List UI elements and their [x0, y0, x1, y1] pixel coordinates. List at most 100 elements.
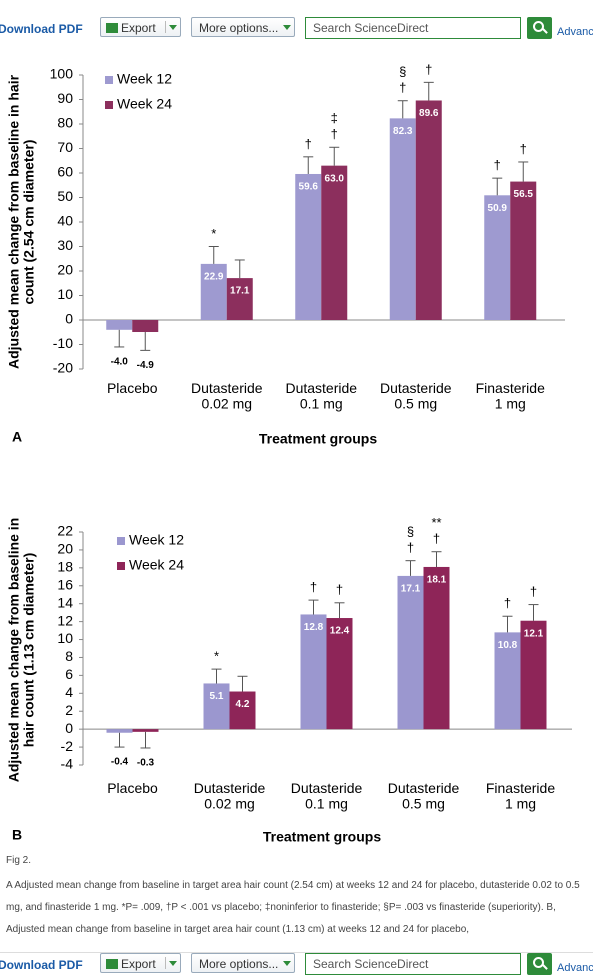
- significance-marker: †: [399, 80, 406, 95]
- value-label: 10.8: [498, 640, 518, 651]
- value-label: 5.1: [210, 691, 224, 702]
- value-label: 63.0: [325, 173, 345, 184]
- bar: [520, 620, 547, 730]
- legend-label: Week 24: [129, 557, 184, 573]
- y-tick-label: 50: [57, 188, 73, 204]
- bar: [300, 614, 327, 730]
- bar: [321, 165, 348, 320]
- value-label: 4.2: [236, 699, 250, 710]
- significance-marker: †: [433, 531, 440, 546]
- y-tick-label: -10: [53, 335, 73, 351]
- y-tick-label: 90: [57, 90, 73, 106]
- caption-label: Fig 2.: [6, 855, 32, 866]
- bar: [106, 320, 133, 330]
- value-label: 17.1: [230, 286, 250, 297]
- significance-marker: *: [214, 649, 219, 664]
- y-tick-label: 60: [57, 164, 73, 180]
- significance-marker: †: [336, 582, 343, 597]
- toolbar: Download PDF Export More options... Sear…: [0, 17, 593, 51]
- y-tick-label: 14: [57, 594, 73, 610]
- value-label: 59.6: [299, 182, 319, 193]
- x-tick-label: Placebo: [107, 380, 158, 396]
- y-tick-label: 18: [57, 559, 73, 575]
- bar: [415, 100, 442, 320]
- panel-label: A: [12, 429, 22, 445]
- more-options[interactable]: More options...: [191, 953, 295, 973]
- legend-swatch: [117, 562, 125, 570]
- caption-text: A Adjusted mean change from baseline in …: [6, 880, 580, 935]
- bar: [226, 278, 253, 320]
- y-tick-label: -20: [53, 360, 73, 376]
- search-button[interactable]: [527, 17, 552, 39]
- significance-marker: **: [431, 515, 441, 530]
- value-label: 89.6: [419, 108, 439, 119]
- value-label: 50.9: [488, 203, 508, 214]
- bar: [397, 575, 424, 730]
- significance-marker: †: [407, 540, 414, 555]
- value-label: 12.4: [330, 626, 350, 637]
- legend-label: Week 24: [117, 96, 172, 112]
- x-axis-label: Treatment groups: [263, 829, 381, 845]
- value-label: -0.4: [111, 757, 129, 768]
- value-label: 12.1: [524, 628, 544, 639]
- advanced-link[interactable]: Advanced: [557, 962, 593, 974]
- y-tick-label: 80: [57, 115, 73, 131]
- y-tick-label: 40: [57, 213, 73, 229]
- export-button[interactable]: Export: [100, 953, 181, 973]
- x-axis-label: Treatment groups: [259, 431, 377, 447]
- significance-marker: §: [399, 64, 406, 79]
- y-tick-label: 20: [57, 541, 73, 557]
- legend-label: Week 12: [129, 532, 184, 548]
- significance-marker: †: [425, 62, 432, 77]
- more-options[interactable]: More options...: [191, 17, 295, 37]
- y-tick-label: 20: [57, 262, 73, 278]
- significance-marker: †: [310, 580, 317, 595]
- value-label: 82.3: [393, 126, 413, 137]
- value-label: -4.0: [111, 357, 129, 368]
- caption: Fig 2. A Adjusted mean change from basel…: [6, 855, 591, 941]
- significance-marker: †: [504, 596, 511, 611]
- download-pdf[interactable]: Download PDF: [0, 958, 83, 972]
- y-tick-label: 12: [57, 612, 73, 628]
- value-label: -0.3: [137, 758, 155, 769]
- bar: [132, 729, 159, 732]
- value-label: -4.9: [137, 360, 155, 371]
- significance-marker: †: [494, 158, 501, 173]
- bar: [423, 566, 450, 730]
- y-tick-label: 0: [65, 311, 73, 327]
- bar: [203, 683, 230, 730]
- advanced-link[interactable]: Advanced: [557, 26, 593, 38]
- bar: [132, 320, 159, 333]
- export-button[interactable]: Export: [100, 17, 181, 37]
- x-tick-label: Finasteride 1 mg: [486, 780, 555, 811]
- bar: [484, 195, 511, 320]
- significance-marker: †: [530, 584, 537, 599]
- value-label: 18.1: [427, 575, 447, 586]
- bar: [389, 118, 416, 321]
- bar: [200, 263, 227, 320]
- bar: [494, 632, 521, 730]
- legend-swatch: [105, 101, 113, 109]
- download-pdf[interactable]: Download PDF: [0, 22, 83, 36]
- x-tick-label: Dutasteride 0.1 mg: [291, 780, 363, 811]
- x-tick-label: Finasteride 1 mg: [476, 380, 545, 411]
- y-tick-label: 10: [57, 286, 73, 302]
- x-tick-label: Dutasteride 0.02 mg: [191, 380, 263, 411]
- bar: [326, 618, 353, 730]
- y-tick-label: 30: [57, 237, 73, 253]
- significance-marker: ‡: [331, 111, 338, 126]
- legend-swatch: [117, 537, 125, 545]
- x-tick-label: Placebo: [107, 780, 158, 796]
- search-button[interactable]: [527, 953, 552, 975]
- y-tick-label: 0: [65, 720, 73, 736]
- x-tick-label: Dutasteride 0.02 mg: [194, 780, 266, 811]
- bar: [229, 691, 256, 730]
- search-input[interactable]: Search ScienceDirect: [305, 17, 521, 39]
- y-tick-label: 2: [65, 702, 73, 718]
- significance-marker: §: [407, 524, 414, 539]
- significance-marker: *: [211, 226, 216, 241]
- bar: [295, 173, 322, 320]
- search-input[interactable]: Search ScienceDirect: [305, 953, 521, 975]
